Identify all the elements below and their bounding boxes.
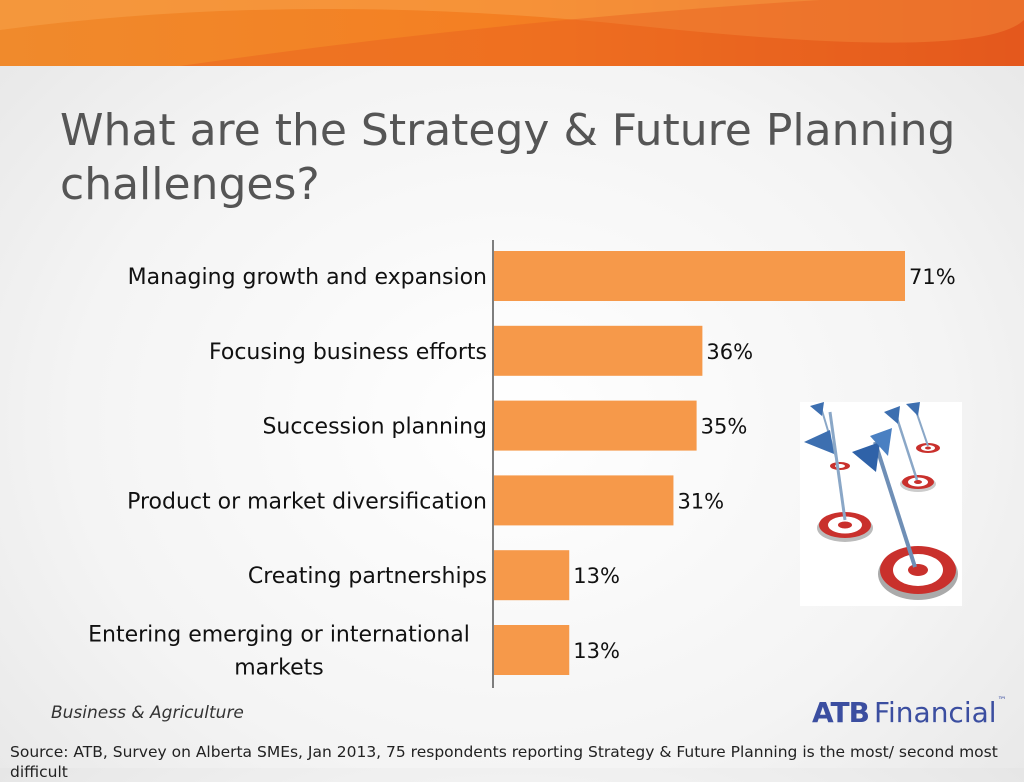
category-label-line: markets (234, 656, 324, 681)
data-label-6: 13% (573, 639, 620, 663)
data-label-4: 31% (677, 489, 724, 513)
logo-financial: Financial (873, 696, 997, 729)
footer-section-label: Business & Agriculture (51, 703, 244, 723)
category-label-3: Succession planning (262, 415, 487, 440)
bar-6 (494, 625, 570, 675)
category-label-line: Entering emerging or international (88, 623, 470, 648)
data-label-1: 71% (909, 265, 956, 289)
atb-financial-logo: ATB Financial™ (812, 696, 1007, 729)
slide-title: What are the Strategy & Future Planning … (60, 105, 956, 210)
category-label-5: Creating partnerships (248, 564, 487, 589)
data-label-3: 35% (701, 415, 748, 439)
data-label-5: 13% (573, 564, 620, 588)
bar-1 (494, 251, 905, 301)
category-label-6: Entering emerging or international market… (88, 623, 470, 681)
bar-2 (494, 325, 703, 376)
bar-5 (494, 550, 570, 601)
category-label-1: Managing growth and expansion (128, 265, 487, 290)
logo-atb: ATB (812, 696, 870, 729)
logo-trademark: ™ (997, 696, 1007, 706)
darts-on-targets-illustration (800, 402, 962, 606)
bar-chart: 71% Managing growth and expansion 36% Focus… (88, 240, 956, 688)
category-label-2: Focusing business efforts (209, 340, 487, 365)
header-banner (0, 0, 1024, 66)
source-note: Source: ATB, Survey on Alberta SMEs, Jan… (10, 743, 998, 781)
category-label-4: Product or market diversification (127, 489, 487, 514)
data-label-2: 36% (706, 340, 753, 364)
bar-3 (494, 400, 697, 451)
bar-4 (494, 475, 674, 526)
